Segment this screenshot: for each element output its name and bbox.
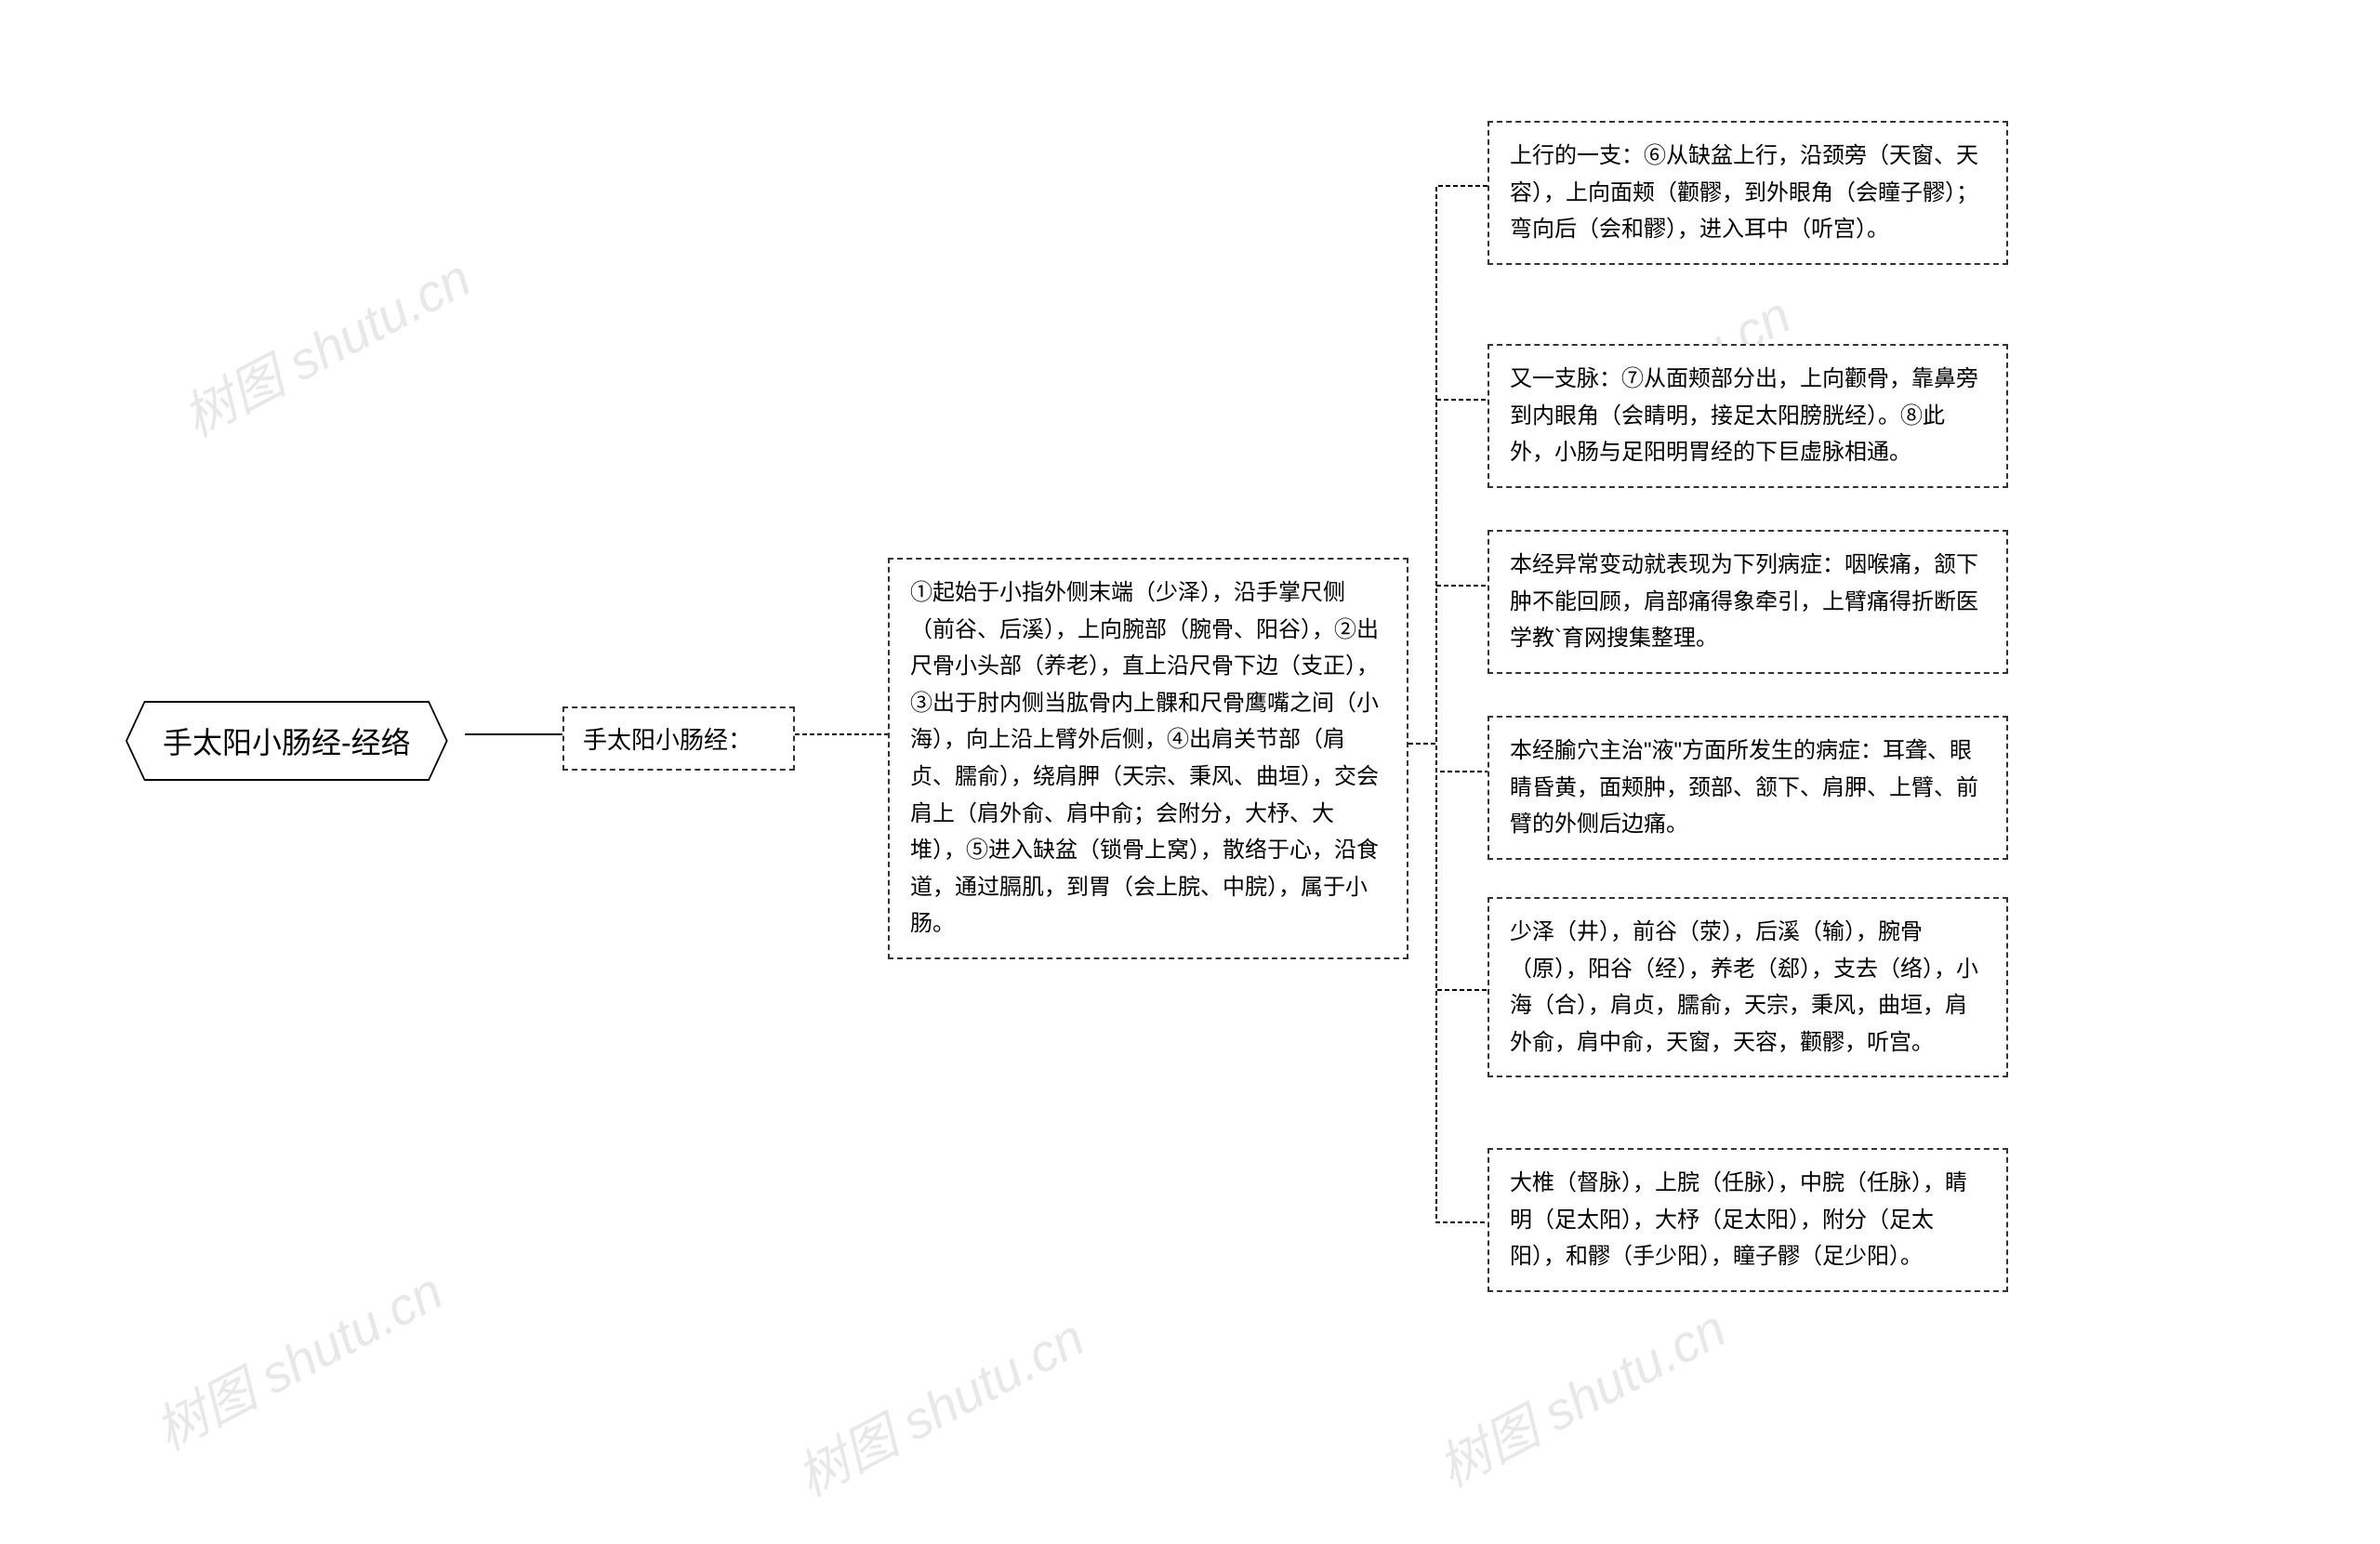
- level2-node: ①起始于小指外侧末端（少泽），沿手掌尺侧（前谷、后溪），上向腕部（腕骨、阳谷），…: [888, 558, 1408, 959]
- connector: [465, 716, 567, 753]
- leaf-text: 少泽（井），前谷（荥），后溪（输），腕骨（原），阳谷（经），养老（郄），支去（络…: [1510, 919, 1978, 1055]
- level1-node: 手太阳小肠经：: [562, 706, 795, 771]
- leaf-node: 少泽（井），前谷（荥），后溪（输），腕骨（原），阳谷（经），养老（郄），支去（络…: [1488, 897, 2008, 1077]
- leaf-text: 上行的一支：⑥从缺盆上行，沿颈旁（天窗、天容），上向面颊（颧髎，到外眼角（会瞳子…: [1510, 143, 1978, 242]
- leaf-node: 大椎（督脉），上脘（任脉），中脘（任脉），睛明（足太阳），大杼（足太阳），附分（…: [1488, 1148, 2008, 1292]
- watermark: 树图 shutu.cn: [140, 1250, 455, 1465]
- root-node: 手太阳小肠经-经络: [126, 701, 448, 781]
- leaf-node: 又一支脉：⑦从面颊部分出，上向颧骨，靠鼻旁到内眼角（会睛明，接足太阳膀胱经）。⑧…: [1488, 344, 2008, 488]
- level1-label: 手太阳小肠经：: [583, 726, 752, 754]
- root-label: 手太阳小肠经-经络: [127, 703, 446, 779]
- leaf-node: 本经异常变动就表现为下列病症：咽喉痛，颔下肿不能回顾，肩部痛得象牵引，上臂痛得折…: [1488, 530, 2008, 674]
- level2-text: ①起始于小指外侧末端（少泽），沿手掌尺侧（前谷、后溪），上向腕部（腕骨、阳谷），…: [910, 580, 1379, 936]
- leaf-text: 本经腧穴主治"液"方面所发生的病症：耳聋、眼睛昏黄，面颊肿，颈部、颔下、肩胛、上…: [1510, 738, 1978, 837]
- connector-fan: [1408, 112, 1492, 1320]
- watermark: 树图 shutu.cn: [782, 1297, 1096, 1511]
- connector: [795, 716, 892, 753]
- leaf-node: 上行的一支：⑥从缺盆上行，沿颈旁（天窗、天容），上向面颊（颧髎，到外眼角（会瞳子…: [1488, 121, 2008, 265]
- leaf-text: 本经异常变动就表现为下列病症：咽喉痛，颔下肿不能回顾，肩部痛得象牵引，上臂痛得折…: [1510, 552, 1978, 651]
- watermark: 树图 shutu.cn: [168, 237, 483, 452]
- leaf-text: 大椎（督脉），上脘（任脉），中脘（任脉），睛明（足太阳），大杼（足太阳），附分（…: [1510, 1170, 1967, 1269]
- leaf-text: 又一支脉：⑦从面颊部分出，上向颧骨，靠鼻旁到内眼角（会睛明，接足太阳膀胱经）。⑧…: [1510, 366, 1978, 465]
- leaf-node: 本经腧穴主治"液"方面所发生的病症：耳聋、眼睛昏黄，面颊肿，颈部、颔下、肩胛、上…: [1488, 716, 2008, 860]
